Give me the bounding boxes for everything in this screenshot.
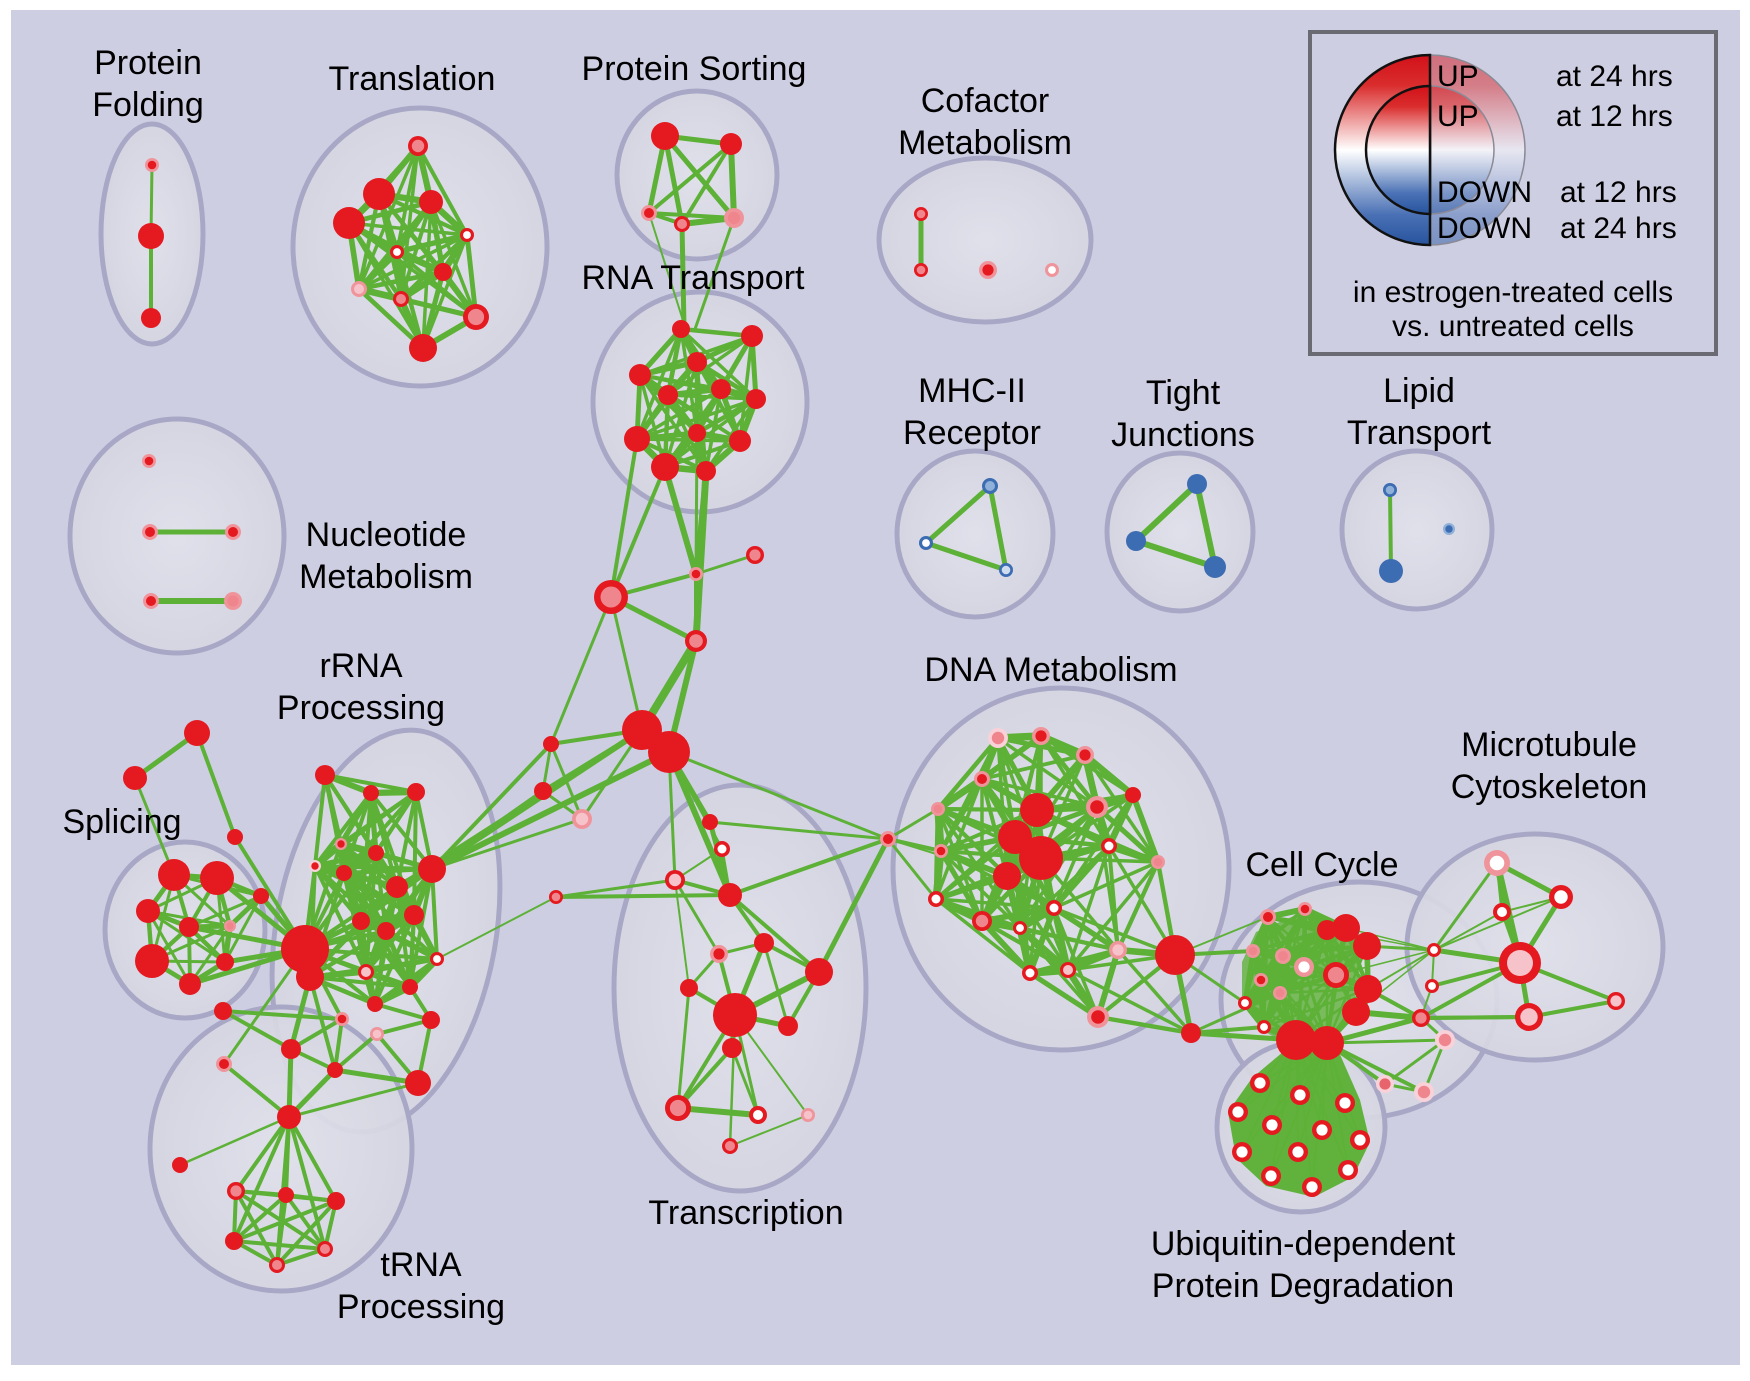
svg-text:at 24 hrs: at 24 hrs bbox=[1560, 212, 1677, 245]
svg-text:MHC-II: MHC-II bbox=[918, 372, 1026, 410]
svg-text:Junctions: Junctions bbox=[1111, 416, 1255, 454]
svg-text:Cofactor: Cofactor bbox=[921, 82, 1050, 120]
svg-text:Transport: Transport bbox=[1347, 414, 1492, 452]
svg-text:Metabolism: Metabolism bbox=[299, 558, 473, 596]
svg-text:Protein: Protein bbox=[94, 44, 202, 82]
svg-text:Processing: Processing bbox=[277, 689, 445, 727]
svg-text:Processing: Processing bbox=[337, 1288, 505, 1326]
svg-text:DOWN: DOWN bbox=[1437, 176, 1532, 209]
svg-text:UP: UP bbox=[1437, 60, 1479, 93]
svg-text:Translation: Translation bbox=[329, 60, 496, 98]
svg-text:Lipid: Lipid bbox=[1383, 372, 1455, 410]
svg-text:Nucleotide: Nucleotide bbox=[306, 516, 467, 554]
svg-text:in estrogen-treated cells: in estrogen-treated cells bbox=[1353, 276, 1673, 309]
svg-text:DNA Metabolism: DNA Metabolism bbox=[924, 651, 1177, 689]
svg-text:vs. untreated cells: vs. untreated cells bbox=[1392, 310, 1634, 343]
svg-text:RNA Transport: RNA Transport bbox=[582, 259, 806, 297]
svg-text:Cytoskeleton: Cytoskeleton bbox=[1451, 768, 1648, 806]
svg-text:at 12 hrs: at 12 hrs bbox=[1560, 176, 1677, 209]
svg-text:at 12 hrs: at 12 hrs bbox=[1556, 100, 1673, 133]
svg-text:tRNA: tRNA bbox=[380, 1246, 462, 1284]
svg-text:DOWN: DOWN bbox=[1437, 212, 1532, 245]
svg-text:Cell Cycle: Cell Cycle bbox=[1245, 846, 1398, 884]
svg-text:Protein Degradation: Protein Degradation bbox=[1152, 1267, 1454, 1305]
svg-text:Transcription: Transcription bbox=[648, 1194, 843, 1232]
svg-text:Tight: Tight bbox=[1146, 374, 1221, 412]
svg-text:Receptor: Receptor bbox=[903, 414, 1041, 452]
svg-text:rRNA: rRNA bbox=[319, 647, 402, 685]
svg-text:at 24 hrs: at 24 hrs bbox=[1556, 60, 1673, 93]
svg-text:Splicing: Splicing bbox=[62, 803, 181, 841]
svg-text:Metabolism: Metabolism bbox=[898, 124, 1072, 162]
svg-text:Ubiquitin-dependent: Ubiquitin-dependent bbox=[1151, 1225, 1456, 1263]
svg-text:Microtubule: Microtubule bbox=[1461, 726, 1637, 764]
svg-text:Protein Sorting: Protein Sorting bbox=[582, 50, 807, 88]
svg-text:UP: UP bbox=[1437, 100, 1479, 133]
svg-text:Folding: Folding bbox=[92, 86, 204, 124]
